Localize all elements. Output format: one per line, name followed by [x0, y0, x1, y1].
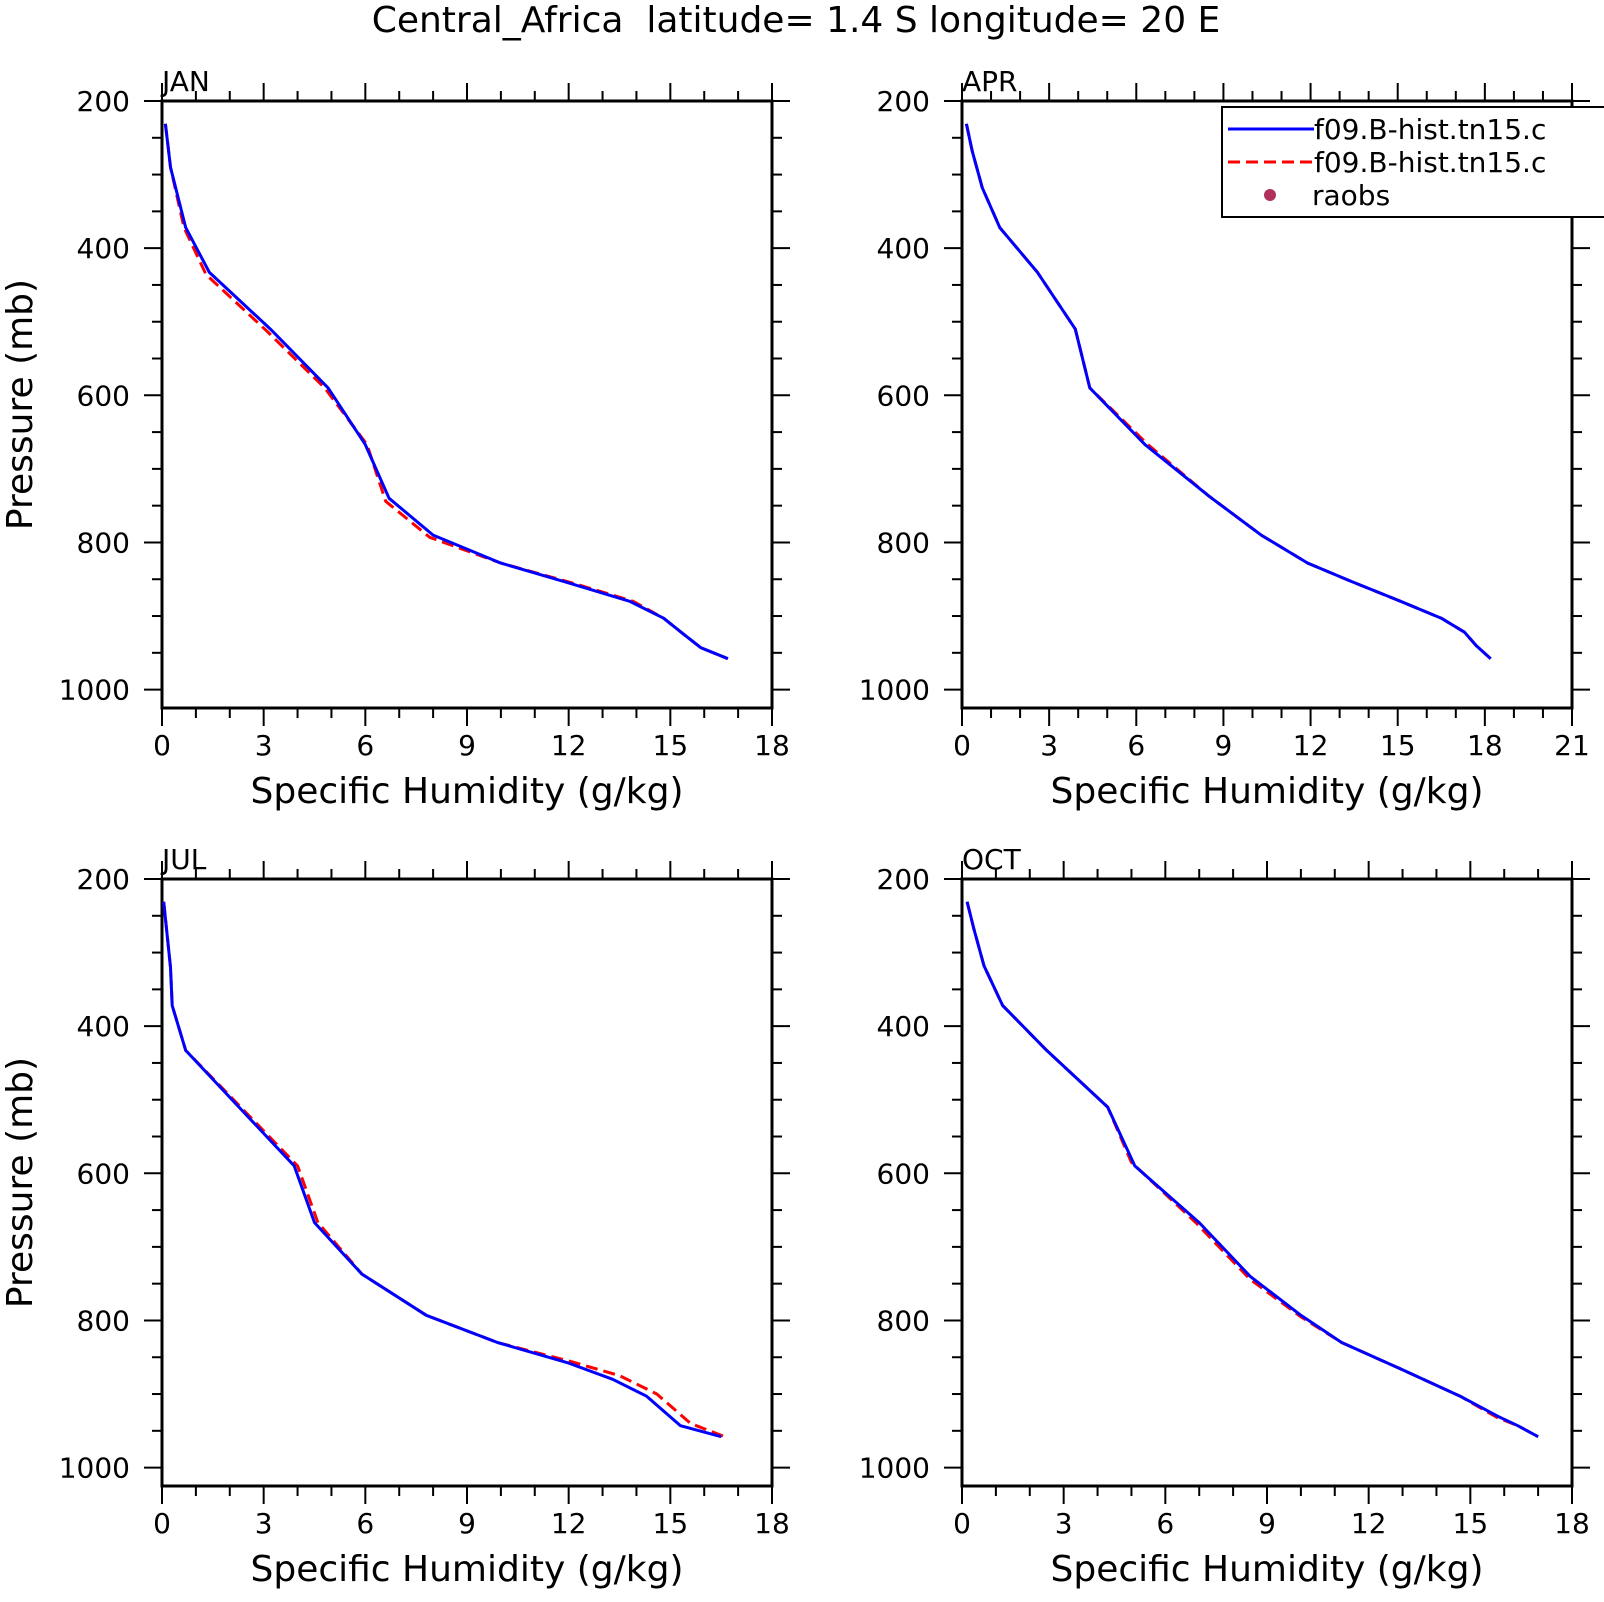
y-tick-label: 800 — [77, 526, 130, 559]
x-tick-label: 18 — [1554, 1507, 1590, 1540]
legend-label-3: raobs — [1312, 179, 1390, 212]
x-tick-label: 0 — [153, 1507, 171, 1540]
x-tick-label: 0 — [953, 1507, 971, 1540]
legend: f09.B-hist.tn15.c f09.B-hist.tn15.c raob… — [1221, 106, 1604, 218]
x-axis-label: Specific Humidity (g/kg) — [1050, 1549, 1483, 1590]
x-tick-label: 9 — [458, 1507, 476, 1540]
legend-label-1: f09.B-hist.tn15.c — [1314, 113, 1546, 146]
x-tick-label: 15 — [1380, 729, 1416, 762]
panel-oct: 0 3 6 9 12 15 18 200 400 600 800 1000 OCT Specific Hu… — [859, 843, 1590, 1590]
x-axis-label: Specific Humidity (g/kg) — [1050, 771, 1483, 812]
x-tick-label: 0 — [953, 729, 971, 762]
x-tick-label: 12 — [1293, 729, 1329, 762]
series-line-solid — [163, 123, 729, 661]
y-tick-label: 200 — [77, 85, 130, 118]
plot-frame — [160, 877, 774, 1488]
x-tick-label: 21 — [1554, 729, 1590, 762]
y-tick-label: 600 — [77, 1157, 130, 1190]
x-tick-label: 6 — [1127, 729, 1145, 762]
x-tick-label: 6 — [1156, 1507, 1174, 1540]
plot-frame — [960, 877, 1574, 1488]
x-axis-label: Specific Humidity (g/kg) — [250, 1549, 683, 1590]
y-tick-label: 600 — [877, 379, 930, 412]
panel-apr: 0 3 6 9 12 15 18 21 200 400 600 800 1000 APR Specific … — [859, 65, 1590, 812]
legend-label-2: f09.B-hist.tn15.c — [1314, 146, 1546, 179]
series-line-dashed — [965, 901, 1539, 1439]
x-tick-label: 9 — [1258, 1507, 1276, 1540]
x-tick-label: 9 — [1215, 729, 1233, 762]
x-tick-label: 3 — [1040, 729, 1058, 762]
x-tick-label: 0 — [153, 729, 171, 762]
panel-title: JAN — [160, 65, 210, 98]
x-tick-label: 18 — [1467, 729, 1503, 762]
y-tick-label: 400 — [877, 232, 930, 265]
y-tick-label: 400 — [77, 1010, 130, 1043]
y-tick-label: 400 — [77, 232, 130, 265]
legend-marker-3 — [1264, 189, 1276, 201]
x-tick-label: 12 — [551, 729, 587, 762]
panel-title: OCT — [962, 843, 1022, 876]
y-tick-label: 600 — [877, 1157, 930, 1190]
x-tick-label: 12 — [1351, 1507, 1387, 1540]
y-tick-label: 800 — [877, 1304, 930, 1337]
y-tick-label: 200 — [877, 863, 930, 896]
y-axis-label: Pressure (mb) — [0, 279, 41, 530]
panel-jan: 0 3 6 9 12 15 18 200 400 600 800 1000 JAN Specific Hu… — [0, 65, 790, 812]
x-tick-label: 9 — [458, 729, 476, 762]
y-tick-label: 1000 — [859, 674, 930, 707]
x-tick-label: 15 — [653, 1507, 689, 1540]
series-line-dashed — [163, 123, 729, 661]
y-tick-label: 800 — [877, 526, 930, 559]
x-tick-label: 15 — [653, 729, 689, 762]
y-tick-label: 1000 — [59, 674, 130, 707]
y-tick-label: 600 — [77, 379, 130, 412]
x-tick-label: 6 — [356, 729, 374, 762]
figure-title: Central_Africa latitude= 1.4 S longitude… — [372, 0, 1221, 41]
x-tick-label: 3 — [1055, 1507, 1073, 1540]
y-axis-label: Pressure (mb) — [0, 1057, 41, 1308]
panel-title: APR — [962, 65, 1018, 98]
plot-frame — [160, 99, 774, 710]
panel-jul: 0 3 6 9 12 15 18 200 400 600 800 1000 JUL Specific Hu… — [0, 843, 790, 1590]
series-line-dashed — [162, 901, 726, 1439]
x-tick-label: 12 — [551, 1507, 587, 1540]
x-tick-label: 3 — [255, 729, 273, 762]
x-tick-label: 6 — [356, 1507, 374, 1540]
x-tick-label: 18 — [754, 729, 790, 762]
series-line-solid — [965, 901, 1539, 1439]
y-tick-label: 1000 — [859, 1452, 930, 1485]
panel-title: JUL — [160, 843, 207, 876]
x-tick-label: 15 — [1453, 1507, 1489, 1540]
plot-frame — [960, 99, 1574, 710]
x-tick-label: 18 — [754, 1507, 790, 1540]
series-line-solid — [964, 123, 1492, 660]
y-tick-label: 400 — [877, 1010, 930, 1043]
series-line-solid — [162, 901, 722, 1439]
x-axis-label: Specific Humidity (g/kg) — [250, 771, 683, 812]
y-tick-label: 800 — [77, 1304, 130, 1337]
y-tick-label: 200 — [77, 863, 130, 896]
y-tick-label: 200 — [877, 85, 930, 118]
x-tick-label: 3 — [255, 1507, 273, 1540]
y-tick-label: 1000 — [59, 1452, 130, 1485]
